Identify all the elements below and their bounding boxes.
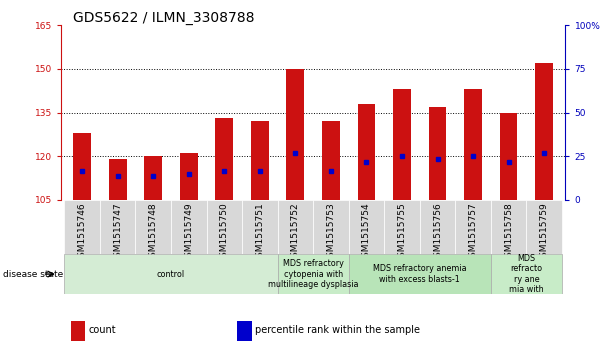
Bar xyxy=(215,118,233,200)
Bar xyxy=(109,159,126,200)
Bar xyxy=(144,156,162,200)
Text: GSM1515748: GSM1515748 xyxy=(149,203,157,263)
Bar xyxy=(313,200,348,254)
Bar xyxy=(500,113,517,200)
Bar xyxy=(251,121,269,200)
Bar xyxy=(64,200,100,254)
Bar xyxy=(491,200,527,254)
Text: GSM1515750: GSM1515750 xyxy=(219,203,229,263)
Text: GSM1515758: GSM1515758 xyxy=(504,203,513,263)
Bar xyxy=(535,63,553,200)
Bar xyxy=(64,254,278,294)
Bar xyxy=(242,200,278,254)
Text: GSM1515747: GSM1515747 xyxy=(113,203,122,263)
Bar xyxy=(207,200,242,254)
Bar xyxy=(278,200,313,254)
Text: GSM1515755: GSM1515755 xyxy=(398,203,407,263)
Bar xyxy=(322,121,340,200)
Bar xyxy=(180,153,198,200)
Bar xyxy=(71,321,85,341)
Text: GSM1515759: GSM1515759 xyxy=(540,203,548,263)
Bar xyxy=(237,321,252,341)
Text: disease state: disease state xyxy=(3,270,63,278)
Bar xyxy=(348,200,384,254)
Text: GSM1515756: GSM1515756 xyxy=(433,203,442,263)
Bar xyxy=(73,133,91,200)
Text: GDS5622 / ILMN_3308788: GDS5622 / ILMN_3308788 xyxy=(73,11,255,25)
Bar xyxy=(171,200,207,254)
Bar xyxy=(100,200,136,254)
Bar xyxy=(393,89,411,200)
Bar xyxy=(527,200,562,254)
Bar xyxy=(455,200,491,254)
Text: GSM1515752: GSM1515752 xyxy=(291,203,300,263)
Bar xyxy=(278,254,348,294)
Text: MDS
refracto
ry ane
mia with: MDS refracto ry ane mia with xyxy=(509,254,544,294)
Text: count: count xyxy=(89,325,116,335)
Text: GSM1515757: GSM1515757 xyxy=(469,203,477,263)
Text: percentile rank within the sample: percentile rank within the sample xyxy=(255,325,420,335)
Text: MDS refractory anemia
with excess blasts-1: MDS refractory anemia with excess blasts… xyxy=(373,264,466,284)
Bar xyxy=(464,89,482,200)
Text: GSM1515746: GSM1515746 xyxy=(78,203,86,263)
Bar xyxy=(358,104,375,200)
Text: GSM1515751: GSM1515751 xyxy=(255,203,264,263)
Text: GSM1515753: GSM1515753 xyxy=(326,203,336,263)
Text: control: control xyxy=(157,270,185,278)
Bar xyxy=(429,107,446,200)
Bar xyxy=(286,69,304,200)
Text: GSM1515754: GSM1515754 xyxy=(362,203,371,263)
Bar xyxy=(348,254,491,294)
Bar xyxy=(491,254,562,294)
Bar xyxy=(420,200,455,254)
Text: MDS refractory
cytopenia with
multilineage dysplasia: MDS refractory cytopenia with multilinea… xyxy=(268,259,358,289)
Bar xyxy=(384,200,420,254)
Bar xyxy=(136,200,171,254)
Text: GSM1515749: GSM1515749 xyxy=(184,203,193,263)
